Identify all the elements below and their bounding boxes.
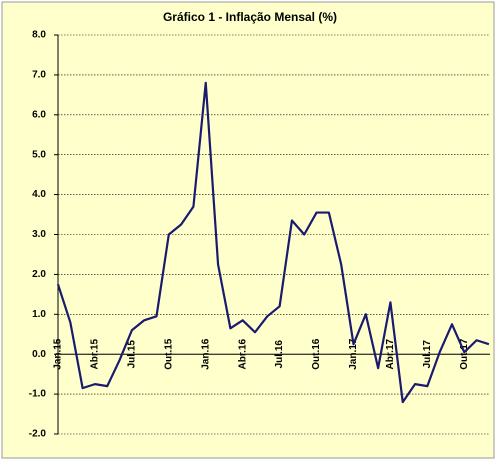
x-tick-label: Jan.17 [348,338,359,370]
y-tick-label: 4.0 [32,189,46,200]
x-tick-label: Out.17 [459,338,470,370]
x-tick-label: Jul.17 [422,340,433,369]
y-tick-label: 8.0 [32,30,46,41]
x-tick-label: Abr.16 [237,338,248,369]
y-tick-label: -1.0 [29,389,47,400]
y-tick-label: 1.0 [32,309,46,320]
x-tick-label: Abr.15 [90,338,101,369]
x-tick-label: Jul.16 [274,340,285,369]
y-tick-label: 6.0 [32,109,46,120]
x-tick-label: Jul.15 [127,340,138,369]
y-tick-label: 7.0 [32,70,46,81]
y-tick-label: 0.0 [32,349,46,360]
y-tick-label: 3.0 [32,229,46,240]
y-tick-label: 2.0 [32,269,46,280]
line-series [56,81,490,404]
x-tick-label: Jan.15 [53,338,64,370]
x-tick-label: Out.15 [163,338,174,370]
chart-title: Gráfico 1 - Inflação Mensal (%) [163,10,337,24]
x-tick-label: Abr.17 [385,338,396,369]
y-tick-label: 5.0 [32,149,46,160]
x-tick-label: Jan.16 [200,338,211,370]
x-tick-label: Out.16 [311,338,322,370]
y-tick-label: -2.0 [29,429,47,440]
